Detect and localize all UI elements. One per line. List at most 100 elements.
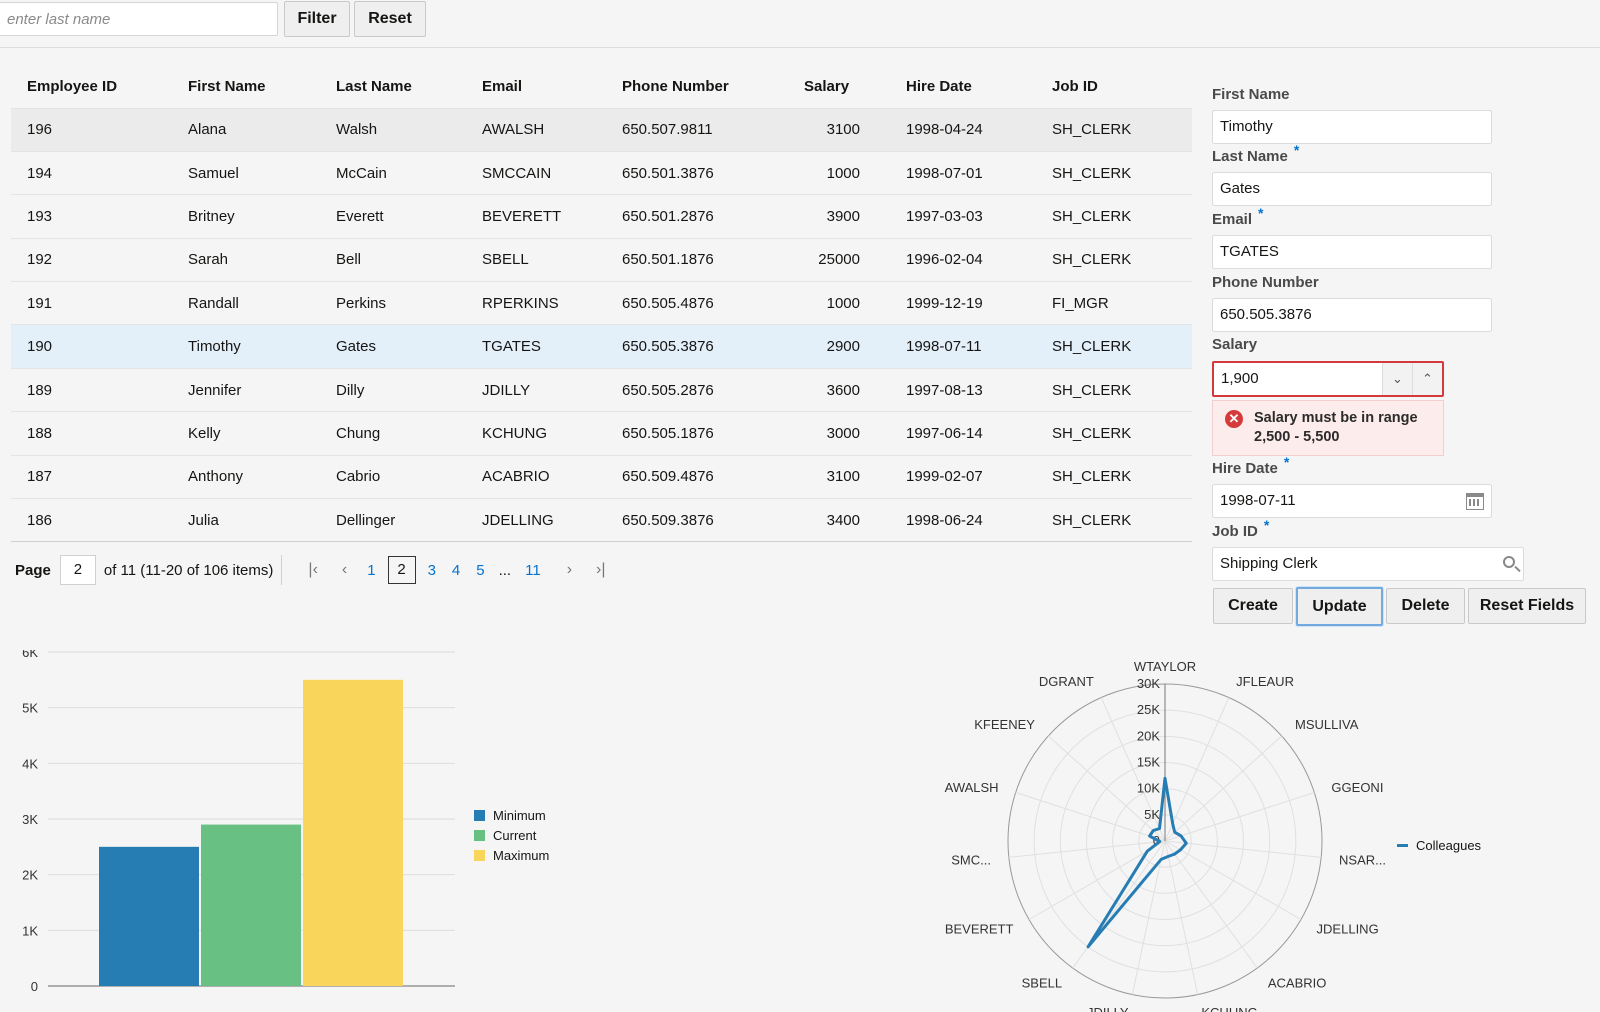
page-link-5[interactable]: 5 xyxy=(476,561,485,579)
column-header-hire-date[interactable]: Hire Date xyxy=(906,78,972,96)
chevron-down-icon[interactable]: ⌄ xyxy=(1382,363,1412,395)
radar-spoke xyxy=(1028,840,1166,920)
legend-swatch xyxy=(474,849,485,861)
page-number-input[interactable]: 2 xyxy=(59,555,96,585)
salary-label: Salary xyxy=(1212,336,1258,353)
bar-current[interactable] xyxy=(201,824,301,986)
cell-last-name: Walsh xyxy=(320,107,466,152)
legend-item[interactable]: Current xyxy=(474,825,549,845)
email-field[interactable]: TGATES xyxy=(1212,235,1492,269)
cell-salary: 2900 xyxy=(780,324,890,369)
table-row[interactable]: 196 Alana Walsh AWALSH 650.507.9811 3100 1998-… xyxy=(11,107,1192,152)
legend-swatch xyxy=(474,829,485,841)
cell-hire-date: 1996-02-04 xyxy=(890,237,1036,282)
column-header-job-id[interactable]: Job ID xyxy=(1052,78,1098,96)
legend-item[interactable]: Maximum xyxy=(474,845,549,865)
cell-hire-date: 1999-02-07 xyxy=(890,454,1036,499)
column-header-email[interactable]: Email xyxy=(482,78,523,96)
cell-last-name: Bell xyxy=(320,237,466,282)
page-link-1[interactable]: 1 xyxy=(367,561,376,579)
column-header-last-name[interactable]: Last Name xyxy=(336,78,412,96)
table-row[interactable]: 193 Britney Everett BEVERETT 650.501.2876 390… xyxy=(11,194,1192,239)
page-summary: of 11 (11-20 of 106 items) xyxy=(103,561,274,579)
filter-button[interactable]: Filter xyxy=(284,1,350,37)
first-page-icon[interactable]: |‹ xyxy=(308,561,318,578)
cell-employee-id: 194 xyxy=(11,150,172,195)
cell-job-id: SH_CLERK xyxy=(1036,194,1192,239)
y-tick-label: 6K xyxy=(22,650,38,660)
create-button[interactable]: Create xyxy=(1213,588,1293,624)
bar-minimum[interactable] xyxy=(99,846,199,986)
table-row[interactable]: 189 Jennifer Dilly JDILLY 650.505.2876 3600 19… xyxy=(11,367,1192,412)
radar-category-label: ACABRIO xyxy=(1268,976,1327,991)
table-row[interactable]: 187 Anthony Cabrio ACABRIO 650.509.4876 3100 1… xyxy=(11,454,1192,499)
page-link-3[interactable]: 3 xyxy=(427,561,436,579)
first-name-field[interactable]: Timothy xyxy=(1212,110,1492,144)
delete-button[interactable]: Delete xyxy=(1386,588,1465,624)
last-name-field[interactable]: Gates xyxy=(1212,172,1492,206)
page-link-4[interactable]: 4 xyxy=(451,561,461,579)
last-name-filter-input[interactable] xyxy=(0,2,278,36)
cell-last-name: Perkins xyxy=(320,281,466,325)
cell-first-name: Anthony xyxy=(172,454,320,499)
column-header-first-name[interactable]: First Name xyxy=(188,78,266,96)
cell-employee-id: 186 xyxy=(11,498,172,543)
cell-phone-number: 650.501.3876 xyxy=(606,150,780,195)
column-header-salary[interactable]: Salary xyxy=(804,78,850,96)
phone-number-field[interactable]: 650.505.3876 xyxy=(1212,298,1492,332)
reset-fields-button[interactable]: Reset Fields xyxy=(1468,588,1586,624)
legend-label[interactable]: Colleagues xyxy=(1416,837,1482,853)
cell-job-id: SH_CLERK xyxy=(1036,324,1192,369)
radar-spoke xyxy=(1164,735,1283,842)
cell-email: RPERKINS xyxy=(466,281,606,325)
radar-tick-label: 30K xyxy=(1137,676,1160,691)
page-link-11[interactable]: 11 xyxy=(525,561,541,579)
cell-last-name: Gates xyxy=(320,324,466,369)
job-id-field[interactable]: Shipping Clerk xyxy=(1212,547,1524,581)
page-label: Page xyxy=(15,561,51,579)
cell-hire-date: 1999-12-19 xyxy=(890,281,1036,325)
radar-spoke xyxy=(1164,840,1199,995)
table-row[interactable]: 191 Randall Perkins RPERKINS 650.505.4876 100… xyxy=(11,281,1192,325)
cell-first-name: Timothy xyxy=(172,324,320,369)
page-ellipsis: ... xyxy=(498,561,512,579)
phone-number-label: Phone Number xyxy=(1212,274,1319,291)
update-button[interactable]: Update xyxy=(1296,587,1383,626)
last-page-icon[interactable]: ›| xyxy=(596,561,606,578)
legend-label: Minimum xyxy=(493,807,546,823)
cell-employee-id: 193 xyxy=(11,194,172,239)
salary-value[interactable]: 1,900 xyxy=(1221,370,1259,387)
table-row[interactable]: 186 Julia Dellinger JDELLING 650.509.3876 340… xyxy=(11,498,1192,543)
column-header-phone-number[interactable]: Phone Number xyxy=(622,78,729,96)
table-row[interactable]: 188 Kelly Chung KCHUNG 650.505.1876 3000 1997-… xyxy=(11,411,1192,456)
previous-page-icon[interactable]: ‹ xyxy=(341,561,348,578)
cell-salary: 3100 xyxy=(780,454,890,499)
chevron-up-icon[interactable]: ⌃ xyxy=(1412,363,1442,395)
bar-maximum[interactable] xyxy=(303,679,403,986)
table-row[interactable]: 190 Timothy Gates TGATES 650.505.3876 2900 199… xyxy=(11,324,1192,369)
column-header-employee-id[interactable]: Employee ID xyxy=(27,78,118,96)
cell-job-id: SH_CLERK xyxy=(1036,367,1192,412)
cell-first-name: Kelly xyxy=(172,411,320,456)
next-page-icon[interactable]: › xyxy=(566,561,573,578)
cell-last-name: Chung xyxy=(320,411,466,456)
hire-date-field[interactable]: 1998-07-11 xyxy=(1212,484,1492,518)
salary-input[interactable]: 1,900 ⌄ ⌃ xyxy=(1212,361,1444,397)
salary-range-bar-chart: 0 1K 2K 3K 4K 5K 6K xyxy=(22,650,455,994)
calendar-icon[interactable] xyxy=(1466,493,1484,510)
legend-item[interactable]: Minimum xyxy=(474,805,549,825)
reset-button[interactable]: Reset xyxy=(354,1,426,37)
cell-job-id: SH_CLERK xyxy=(1036,498,1192,543)
page-link-2-current[interactable]: 2 xyxy=(387,556,416,584)
cell-last-name: Dellinger xyxy=(320,498,466,543)
table-row[interactable]: 194 Samuel McCain SMCCAIN 650.501.3876 1000 19… xyxy=(11,150,1192,195)
radar-chart-legend: Colleagues xyxy=(1397,835,1481,855)
legend-label: Current xyxy=(493,827,537,843)
radar-series-colleagues[interactable] xyxy=(1086,776,1188,949)
cell-phone-number: 650.501.2876 xyxy=(606,194,780,239)
search-icon[interactable] xyxy=(1503,556,1515,568)
cell-email: JDELLING xyxy=(466,498,606,543)
cell-first-name: Samuel xyxy=(172,150,320,195)
table-row[interactable]: 192 Sarah Bell SBELL 650.501.1876 25000 1996-0… xyxy=(11,237,1192,282)
cell-phone-number: 650.509.4876 xyxy=(606,454,780,499)
